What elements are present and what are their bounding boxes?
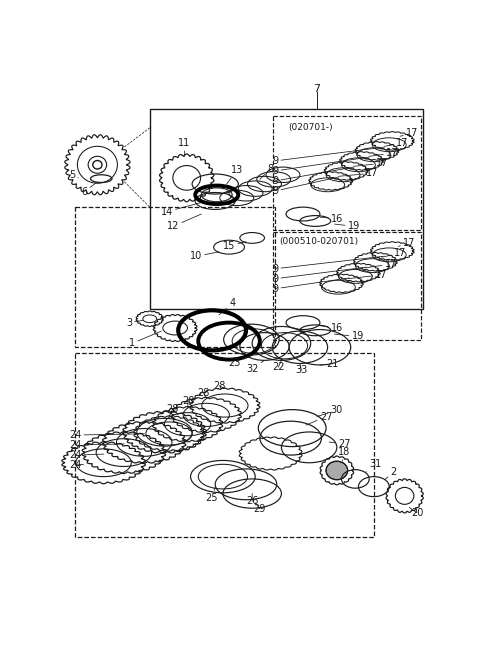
Text: 17: 17 <box>348 270 388 280</box>
Text: (020701-): (020701-) <box>288 122 333 132</box>
Text: 16: 16 <box>320 214 343 224</box>
Text: 6: 6 <box>81 183 96 197</box>
Text: 9: 9 <box>272 177 338 196</box>
Bar <box>150 109 423 308</box>
Text: 19: 19 <box>335 332 364 341</box>
Text: 9: 9 <box>272 257 383 273</box>
Text: 33: 33 <box>295 364 308 375</box>
Text: 4: 4 <box>219 298 235 315</box>
Text: 19: 19 <box>335 222 360 231</box>
Text: 28: 28 <box>167 404 179 417</box>
Text: 17: 17 <box>369 148 398 158</box>
Text: 22: 22 <box>272 360 285 373</box>
Text: 9: 9 <box>272 278 349 294</box>
Text: 24: 24 <box>69 440 124 450</box>
Bar <box>75 207 275 347</box>
Text: 24: 24 <box>69 430 144 440</box>
Text: 17: 17 <box>365 259 397 269</box>
Text: 17: 17 <box>384 138 408 148</box>
Ellipse shape <box>326 461 348 480</box>
Text: 7: 7 <box>313 84 321 93</box>
Text: 28: 28 <box>213 381 225 391</box>
Text: 2: 2 <box>384 467 397 480</box>
Text: 11: 11 <box>178 138 191 156</box>
Text: 17: 17 <box>382 248 406 259</box>
Text: 26: 26 <box>246 494 258 506</box>
Text: 18: 18 <box>338 447 351 461</box>
Text: 17: 17 <box>338 168 378 178</box>
Text: 17: 17 <box>400 128 419 138</box>
Text: 17: 17 <box>398 238 415 248</box>
Text: (000510-020701): (000510-020701) <box>279 237 358 246</box>
Text: 14: 14 <box>161 202 201 216</box>
Text: 29: 29 <box>253 503 266 514</box>
Text: 16: 16 <box>320 323 343 333</box>
Text: 24: 24 <box>69 450 104 460</box>
Text: 9: 9 <box>272 267 366 284</box>
Bar <box>75 353 374 537</box>
Text: 24: 24 <box>69 460 84 470</box>
Text: 27: 27 <box>329 439 351 449</box>
Text: 9: 9 <box>272 167 354 186</box>
Text: 32: 32 <box>246 360 264 374</box>
Text: 23: 23 <box>228 355 252 367</box>
Text: 10: 10 <box>190 251 219 261</box>
Text: 1: 1 <box>129 331 161 349</box>
Text: 30: 30 <box>317 406 343 417</box>
Bar <box>273 116 421 230</box>
Text: 21: 21 <box>320 359 338 369</box>
Text: 5: 5 <box>69 170 78 179</box>
Text: 28: 28 <box>182 396 194 407</box>
Text: 28: 28 <box>197 388 210 399</box>
Text: 31: 31 <box>366 459 382 472</box>
Text: 25: 25 <box>205 487 217 503</box>
Text: 13: 13 <box>227 165 243 184</box>
Text: 27: 27 <box>306 411 332 425</box>
Text: 20: 20 <box>409 507 423 518</box>
Bar <box>273 232 421 340</box>
Text: 17: 17 <box>354 158 388 168</box>
Text: 9: 9 <box>272 157 369 176</box>
Text: 9: 9 <box>272 147 384 166</box>
Text: 15: 15 <box>223 240 246 251</box>
Text: 3: 3 <box>126 318 144 328</box>
Text: 8: 8 <box>260 164 274 179</box>
Text: 12: 12 <box>167 214 201 231</box>
